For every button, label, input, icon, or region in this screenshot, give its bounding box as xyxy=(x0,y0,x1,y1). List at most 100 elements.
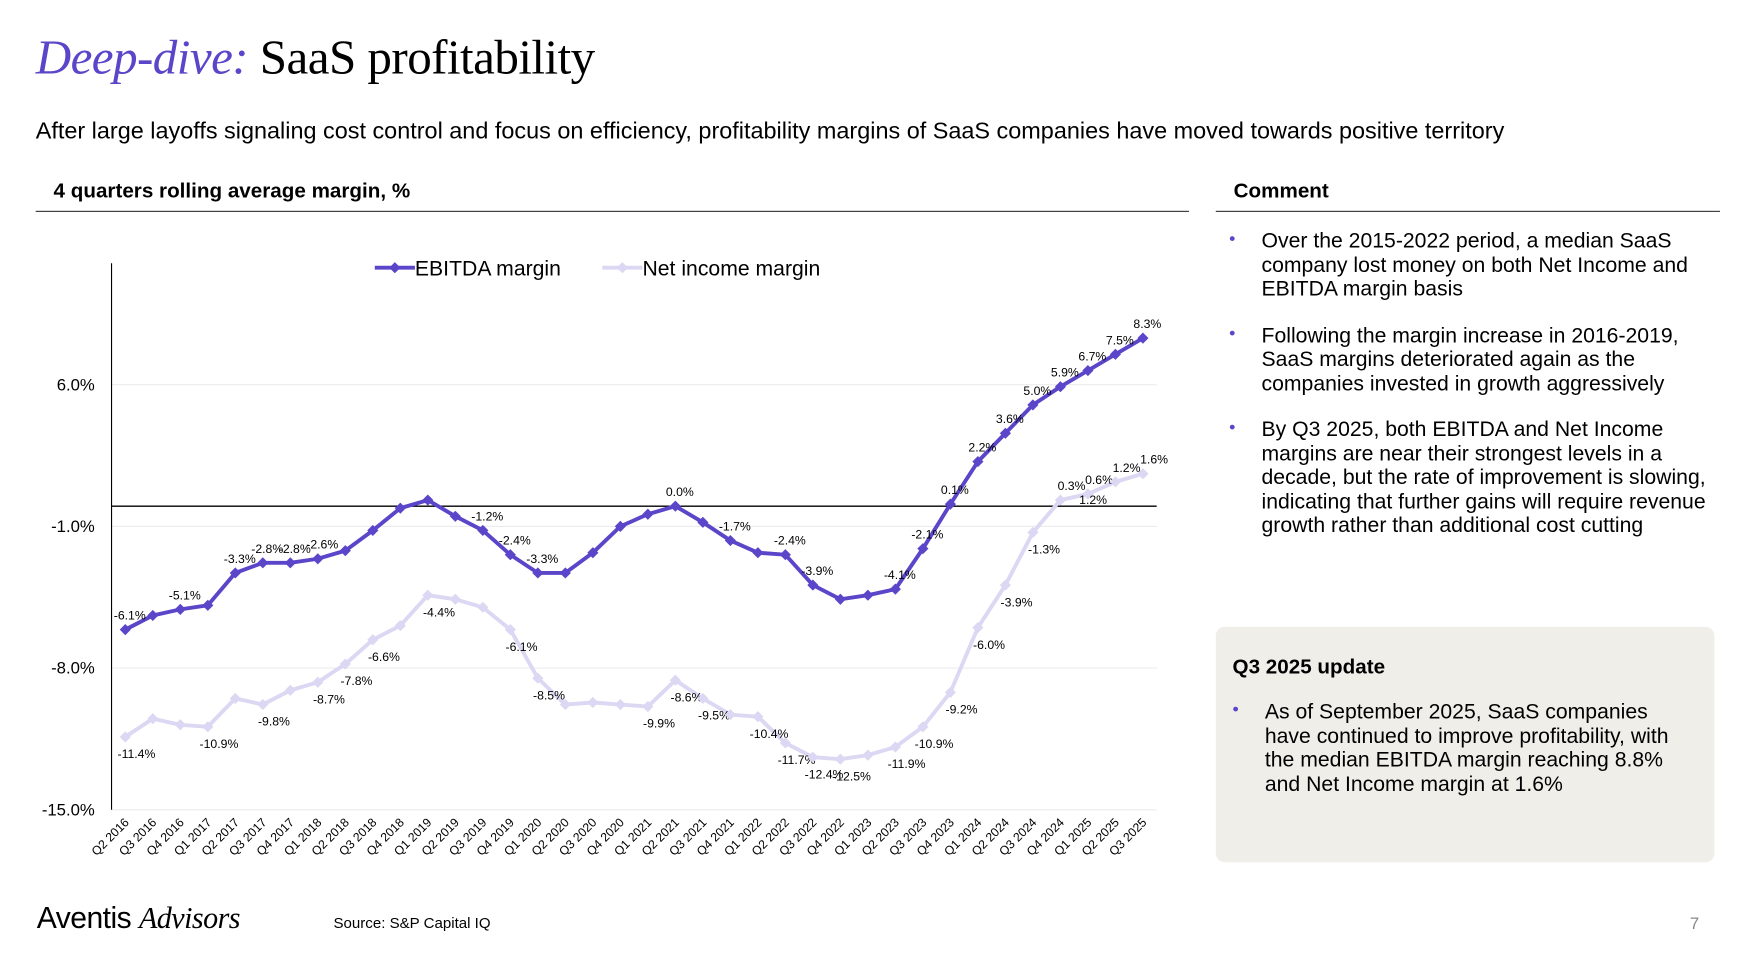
point-marker xyxy=(174,719,186,731)
point-marker xyxy=(834,593,846,605)
title-main: SaaS profitability xyxy=(259,30,595,85)
point-marker xyxy=(724,709,736,721)
point-marker xyxy=(999,579,1011,591)
point-marker xyxy=(614,520,626,532)
annotation: 1.2% xyxy=(1079,493,1107,507)
data-label: -6.1% xyxy=(114,609,146,623)
data-label: -2.4% xyxy=(774,534,806,548)
point-marker xyxy=(119,731,131,743)
point-marker xyxy=(1109,348,1121,360)
logo-text: Aventis xyxy=(36,901,132,935)
y-tick-label: -8.0% xyxy=(51,659,95,678)
legend-label: EBITDA margin xyxy=(415,258,561,281)
point-marker xyxy=(147,609,159,622)
data-label: 0.6% xyxy=(1085,473,1113,487)
data-label: -1.2% xyxy=(471,509,503,523)
data-label: -3.3% xyxy=(526,552,558,566)
point-marker xyxy=(147,713,159,725)
data-label: -10.9% xyxy=(915,737,954,751)
data-label: 7.5% xyxy=(1106,333,1134,347)
point-marker xyxy=(669,500,681,512)
point-marker xyxy=(779,549,791,561)
source: Source: S&P Capital IQ xyxy=(333,914,491,932)
data-label: -6.1% xyxy=(505,640,537,654)
data-label: 5.9% xyxy=(1051,366,1079,380)
point-marker xyxy=(1027,399,1039,411)
page-number: 7 xyxy=(1689,914,1700,934)
series-line xyxy=(124,471,1144,762)
point-marker xyxy=(587,547,599,559)
data-label: -5.1% xyxy=(169,588,201,602)
point-marker xyxy=(174,603,186,615)
point-marker xyxy=(972,622,984,634)
bullet: Over the 2015-2022 period, a median SaaS… xyxy=(1217,228,1708,302)
point-marker xyxy=(284,557,296,569)
data-label: 2.2% xyxy=(968,441,996,455)
point-marker xyxy=(229,692,241,705)
point-marker xyxy=(972,456,984,468)
point-marker xyxy=(697,516,709,528)
point-marker xyxy=(807,751,819,763)
point-marker xyxy=(779,737,791,749)
point-marker xyxy=(504,624,516,636)
point-marker xyxy=(807,579,819,591)
data-label: -9.9% xyxy=(643,717,675,731)
point-marker xyxy=(532,567,544,579)
point-marker xyxy=(257,557,269,569)
point-marker xyxy=(1082,364,1094,377)
point-marker xyxy=(917,721,929,733)
y-tick-label: 6.0% xyxy=(57,375,95,394)
data-label: -2.6% xyxy=(306,538,338,552)
data-label: -2.8% xyxy=(279,542,311,556)
point-marker xyxy=(1109,476,1121,488)
legend-marker xyxy=(616,262,628,274)
data-label: -8.5% xyxy=(533,688,565,702)
data-label: -9.2% xyxy=(946,703,978,717)
data-label: -2.1% xyxy=(911,528,943,542)
comment-title: Comment xyxy=(1233,178,1329,202)
data-label: -3.9% xyxy=(801,564,833,578)
point-marker xyxy=(1054,381,1066,393)
data-label: 1.6% xyxy=(1140,453,1168,467)
data-label: -4.4% xyxy=(423,605,455,619)
slide-title: Deep-dive: SaaS profitability xyxy=(36,29,595,86)
point-marker xyxy=(1027,526,1039,539)
point-marker xyxy=(559,698,571,711)
point-marker xyxy=(339,658,351,670)
bullet: Following the margin increase in 2016-20… xyxy=(1217,322,1708,396)
data-label: -11.9% xyxy=(888,757,926,771)
point-marker xyxy=(614,698,626,711)
data-label: -4.1% xyxy=(884,568,916,582)
point-marker xyxy=(889,583,901,595)
data-label: -9.5% xyxy=(698,709,730,723)
data-label: -7.8% xyxy=(340,674,372,688)
data-label: -6.0% xyxy=(973,638,1005,652)
point-marker xyxy=(422,589,434,601)
point-marker xyxy=(367,634,379,646)
point-marker xyxy=(834,753,846,765)
bullet: As of September 2025, SaaS companies hav… xyxy=(1220,698,1694,796)
data-label: -11.4% xyxy=(117,747,155,761)
point-marker xyxy=(477,524,489,537)
legend-marker xyxy=(389,262,401,274)
point-marker xyxy=(697,692,709,705)
y-tick-label: -1.0% xyxy=(51,517,95,536)
data-label: -3.9% xyxy=(1001,595,1033,609)
data-label: 0.3% xyxy=(1058,479,1086,493)
point-marker xyxy=(504,549,516,561)
data-label: -1.3% xyxy=(1028,543,1060,557)
data-label: 5.0% xyxy=(1023,384,1051,398)
data-label: 0.0% xyxy=(666,485,694,499)
point-marker xyxy=(449,510,461,522)
logo: Aventis Advisors xyxy=(36,901,241,936)
data-label: 6.7% xyxy=(1078,349,1106,363)
point-marker xyxy=(119,624,131,636)
data-label: -8.7% xyxy=(313,692,345,706)
update-list: As of September 2025, SaaS companies hav… xyxy=(1220,698,1694,818)
point-marker xyxy=(724,534,736,547)
data-label: -3.3% xyxy=(224,552,256,566)
point-marker xyxy=(477,601,489,613)
point-marker xyxy=(1082,488,1094,500)
